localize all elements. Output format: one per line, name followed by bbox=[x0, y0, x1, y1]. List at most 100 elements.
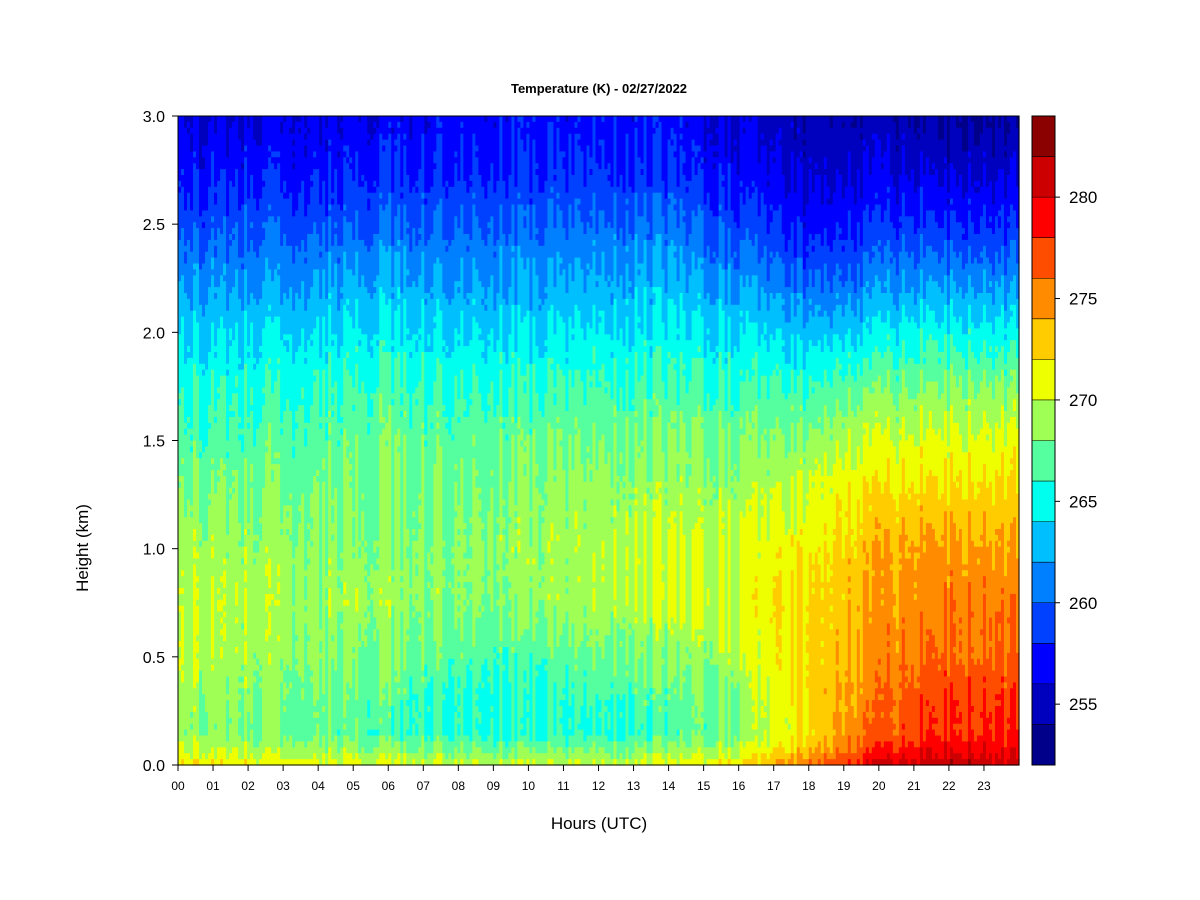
heatmap-cell bbox=[673, 623, 678, 678]
heatmap-cell bbox=[514, 304, 518, 353]
heatmap-cell bbox=[616, 623, 621, 695]
heatmap-cell bbox=[856, 116, 861, 170]
heatmap-cell bbox=[331, 192, 335, 200]
heatmap-cell bbox=[385, 446, 389, 601]
heatmap-cell bbox=[775, 363, 780, 371]
heatmap-cell bbox=[892, 593, 897, 607]
heatmap-cell bbox=[238, 428, 242, 436]
heatmap-cell bbox=[472, 192, 476, 200]
heatmap-cell bbox=[886, 116, 891, 135]
heatmap-cell bbox=[223, 588, 227, 595]
heatmap-column bbox=[814, 116, 819, 766]
heatmap-cell bbox=[352, 387, 356, 406]
heatmap-cell bbox=[313, 269, 317, 329]
heatmap-cell bbox=[274, 381, 278, 453]
heatmap-cell bbox=[379, 588, 383, 595]
heatmap-cell bbox=[343, 593, 347, 601]
heatmap-cell bbox=[304, 127, 308, 135]
heatmap-cell bbox=[829, 387, 834, 430]
heatmap-cell bbox=[418, 623, 422, 636]
heatmap-cell bbox=[598, 322, 603, 371]
heatmap-cell bbox=[913, 192, 918, 235]
heatmap-cell bbox=[271, 393, 275, 465]
heatmap-cell bbox=[556, 428, 561, 536]
heatmap-cell bbox=[349, 487, 353, 689]
heatmap-cell bbox=[262, 328, 266, 388]
heatmap-cell bbox=[193, 269, 197, 276]
heatmap-cell bbox=[478, 723, 482, 737]
heatmap-cell bbox=[232, 239, 236, 288]
heatmap-cell bbox=[853, 416, 858, 471]
heatmap-cell bbox=[823, 534, 828, 542]
heatmap-cell bbox=[184, 753, 188, 766]
heatmap-cell bbox=[430, 564, 434, 577]
heatmap-cell bbox=[589, 228, 594, 270]
heatmap-cell bbox=[592, 369, 597, 424]
heatmap-cell bbox=[679, 293, 684, 353]
heatmap-cell bbox=[838, 363, 843, 371]
heatmap-cell bbox=[904, 676, 909, 683]
heatmap-cell bbox=[238, 546, 242, 678]
heatmap-cell bbox=[475, 706, 479, 719]
heatmap-cell bbox=[685, 664, 690, 748]
heatmap-cell bbox=[358, 186, 362, 241]
heatmap-cell bbox=[574, 658, 579, 666]
heatmap-cell bbox=[931, 381, 936, 430]
heatmap-cell bbox=[193, 564, 197, 689]
heatmap-cell bbox=[547, 198, 552, 259]
heatmap-cell bbox=[871, 116, 876, 135]
heatmap-cell bbox=[592, 245, 597, 253]
heatmap-cell bbox=[277, 263, 281, 270]
heatmap-cell bbox=[316, 481, 320, 701]
heatmap-cell bbox=[283, 505, 287, 672]
heatmap-cell bbox=[907, 493, 912, 501]
heatmap-cell bbox=[925, 281, 930, 306]
heatmap-column bbox=[253, 116, 257, 766]
heatmap-cell bbox=[322, 706, 326, 713]
heatmap-cell bbox=[352, 741, 356, 760]
heatmap-cell bbox=[247, 694, 251, 713]
heatmap-cell bbox=[907, 546, 912, 554]
heatmap-cell bbox=[472, 198, 476, 206]
heatmap-cell bbox=[472, 298, 476, 306]
heatmap-cell bbox=[706, 133, 711, 194]
heatmap-cell bbox=[811, 245, 816, 253]
heatmap-cell bbox=[373, 180, 377, 188]
heatmap-cell bbox=[880, 163, 885, 170]
heatmap-cell bbox=[940, 493, 945, 536]
heatmap-cell bbox=[445, 298, 449, 347]
heatmap-column bbox=[877, 116, 882, 766]
heatmap-column bbox=[325, 116, 329, 766]
heatmap-cell bbox=[835, 641, 840, 666]
heatmap-cell bbox=[808, 552, 813, 748]
heatmap-cell bbox=[352, 652, 356, 660]
heatmap-cell bbox=[292, 446, 296, 459]
heatmap-cell bbox=[883, 387, 888, 430]
heatmap-cell bbox=[430, 298, 434, 353]
heatmap-cell bbox=[535, 239, 540, 276]
heatmap-cell bbox=[886, 192, 891, 200]
heatmap-cell bbox=[235, 222, 239, 270]
heatmap-cell bbox=[382, 428, 386, 689]
heatmap-column bbox=[490, 116, 494, 766]
heatmap-cell bbox=[442, 116, 446, 188]
heatmap-cell bbox=[463, 529, 467, 536]
heatmap-cell bbox=[211, 576, 215, 660]
heatmap-cell bbox=[421, 682, 425, 737]
heatmap-cell bbox=[793, 139, 798, 194]
heatmap-column bbox=[931, 116, 936, 766]
heatmap-cell bbox=[448, 186, 452, 247]
heatmap-cell bbox=[370, 298, 374, 341]
heatmap-cell bbox=[556, 599, 561, 648]
heatmap-cell bbox=[760, 257, 765, 288]
heatmap-cell bbox=[223, 169, 227, 217]
heatmap-column bbox=[817, 116, 822, 766]
heatmap-cell bbox=[676, 464, 681, 483]
heatmap-cell bbox=[490, 487, 494, 613]
heatmap-cell bbox=[322, 735, 326, 754]
heatmap-cell bbox=[262, 186, 266, 223]
heatmap-cell bbox=[523, 151, 528, 211]
heatmap-cell bbox=[466, 664, 470, 737]
heatmap-cell bbox=[517, 434, 521, 518]
heatmap-cell bbox=[307, 523, 311, 530]
